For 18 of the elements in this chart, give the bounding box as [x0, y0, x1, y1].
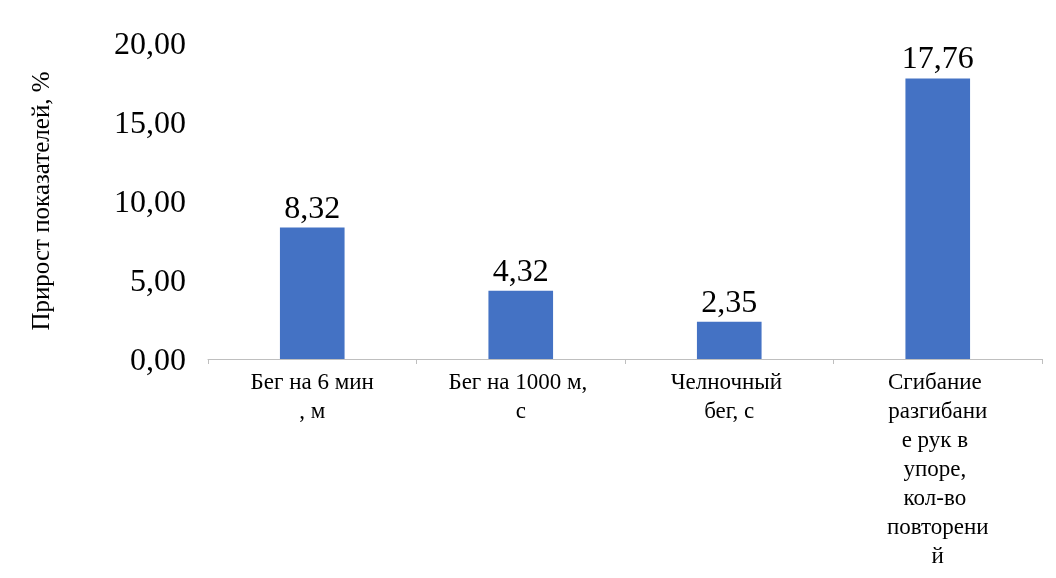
- bar: [488, 290, 554, 359]
- y-tick-label: 15,00: [114, 104, 186, 140]
- bar: [696, 321, 762, 359]
- y-tick-label: 20,00: [114, 25, 186, 61]
- y-tick-label: 0,00: [130, 341, 186, 377]
- bar: [905, 78, 971, 359]
- x-tick-label: Бег на 1000 м, с: [448, 369, 594, 423]
- bar: [279, 227, 345, 359]
- x-tick-label: Бег на 6 мин, м: [250, 369, 374, 423]
- data-label: 4,32: [492, 251, 549, 288]
- y-tick-label: 10,00: [114, 183, 186, 219]
- x-tick-label: Сгибание разгибание рук в упоре, кол-во повторений: [886, 369, 989, 568]
- y-tick-label: 5,00: [130, 262, 186, 298]
- data-label: 2,35: [701, 282, 758, 319]
- data-label: 8,32: [284, 188, 341, 225]
- y-axis-title: Прирост показателей, %: [27, 71, 54, 331]
- data-label: 17,76: [901, 39, 974, 76]
- x-tick-label: Челночный бег, с: [670, 369, 788, 423]
